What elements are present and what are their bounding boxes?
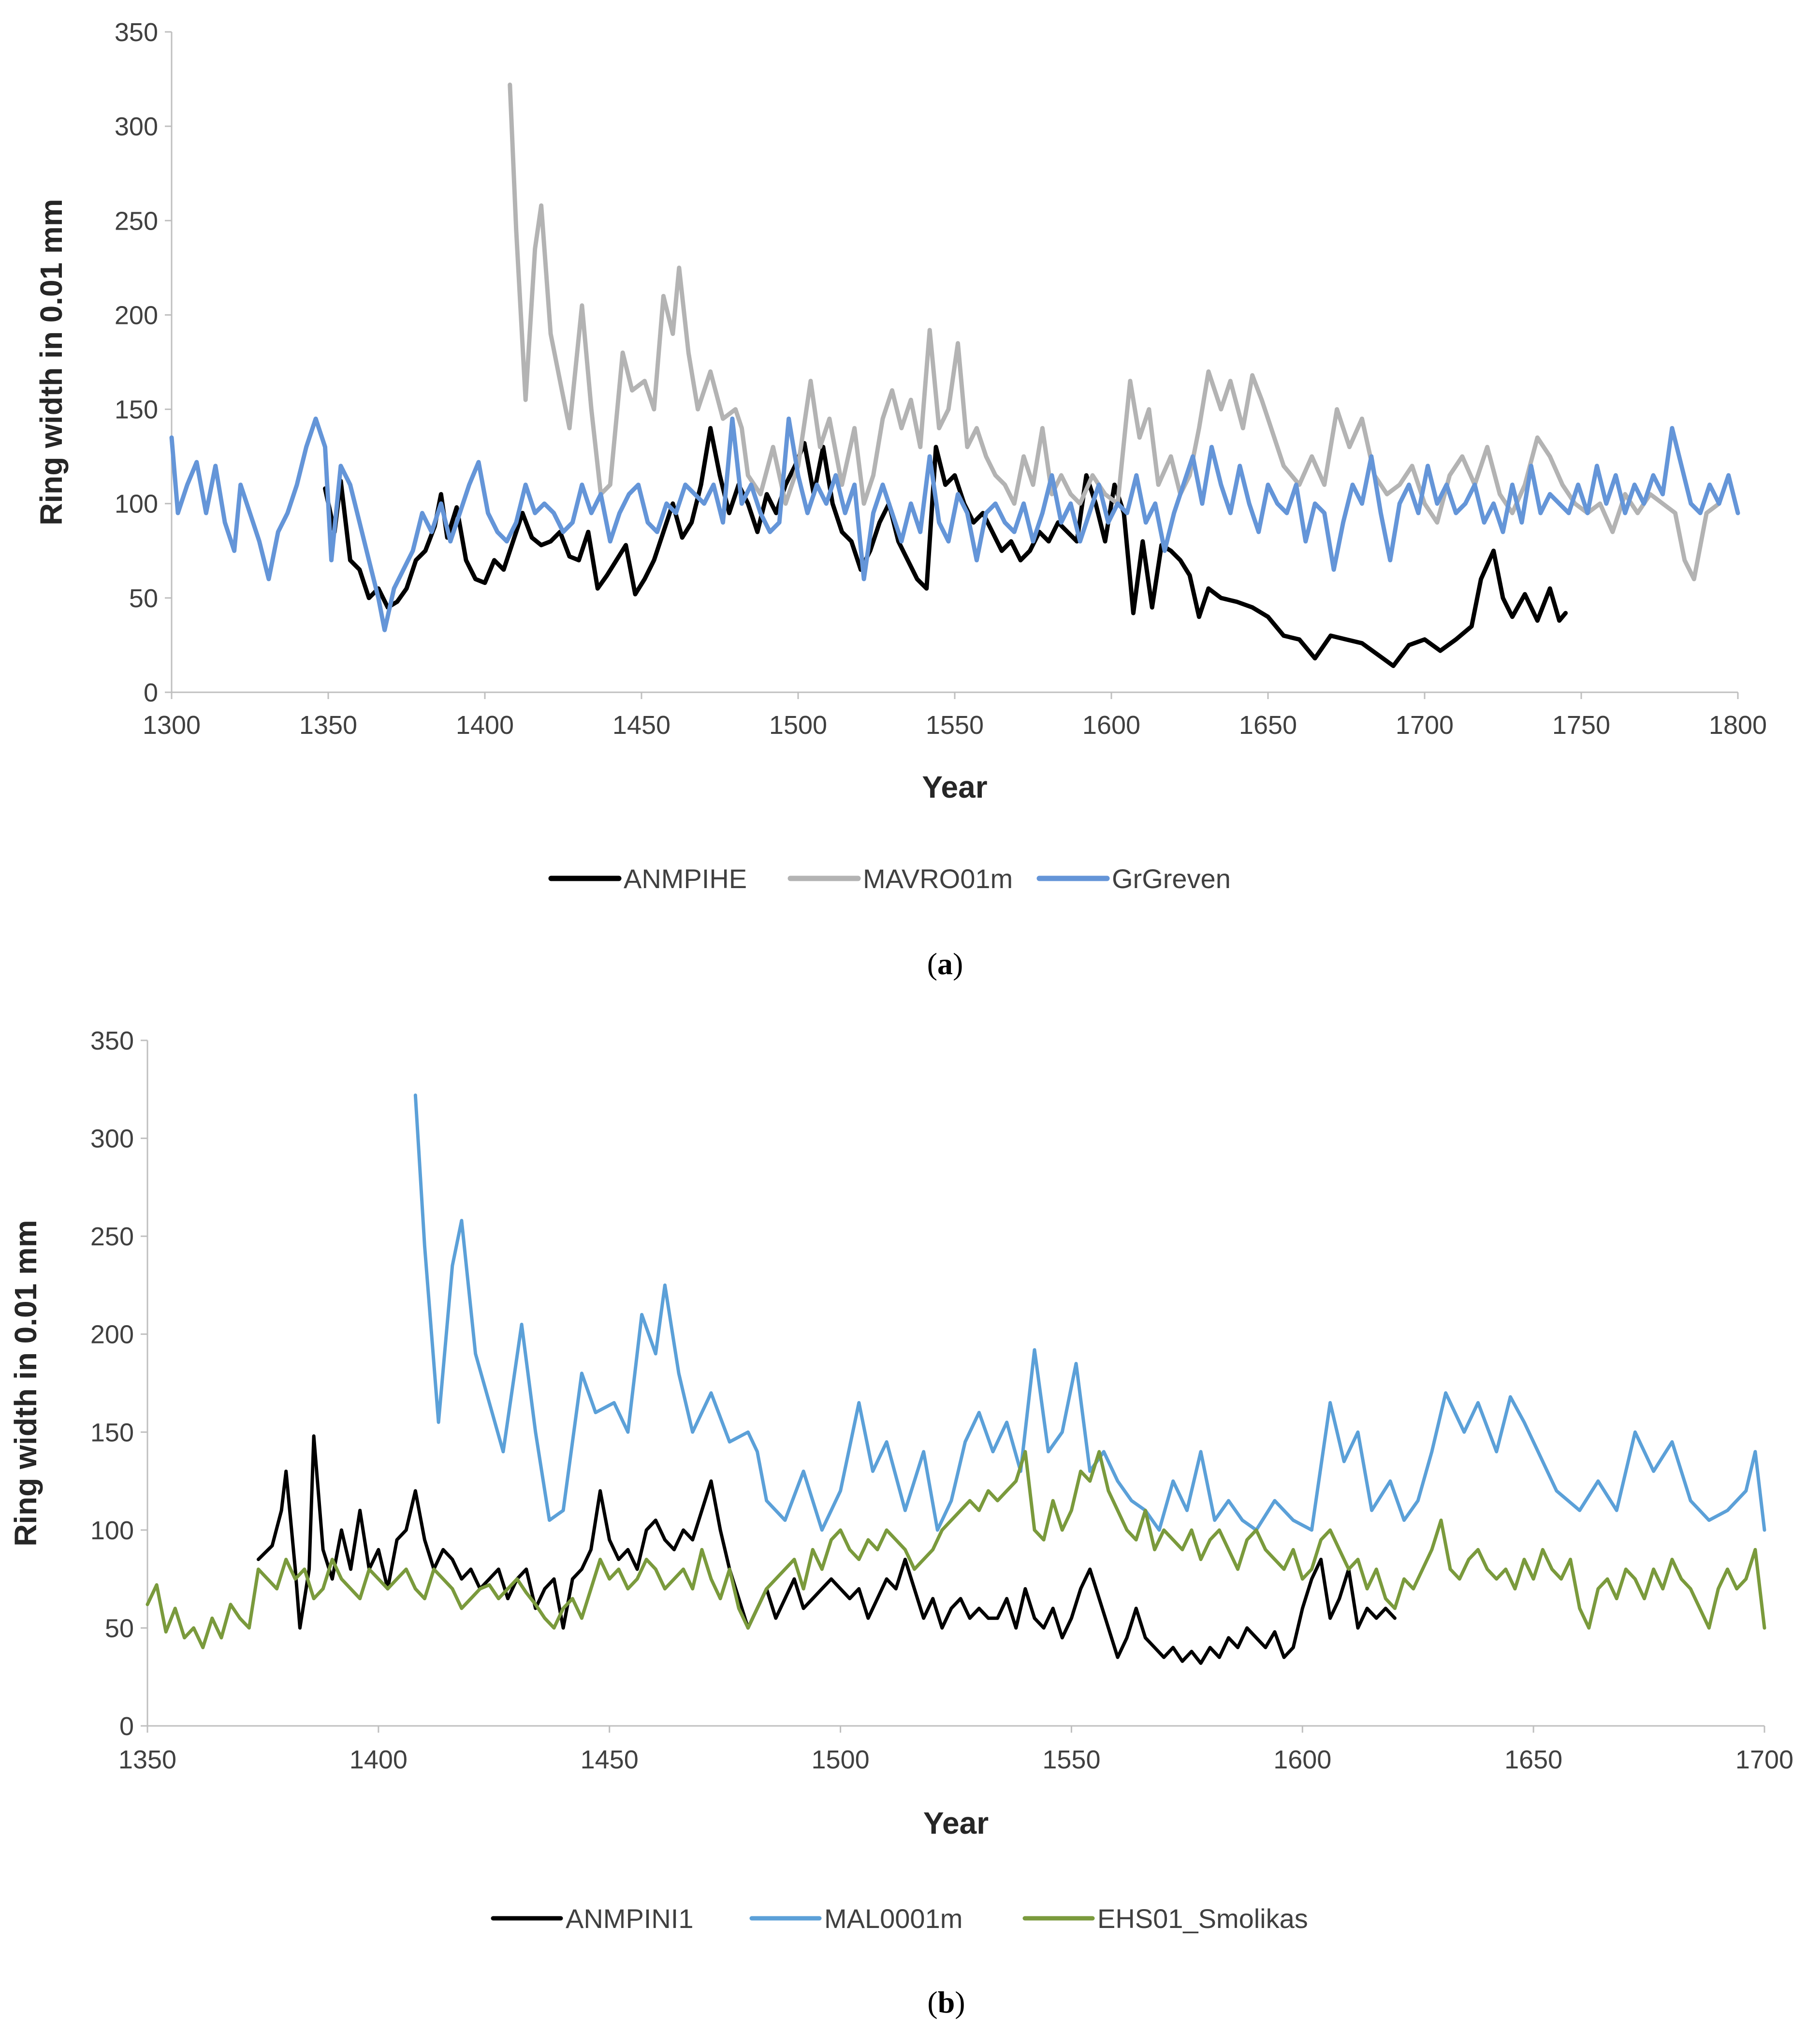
x-tick-label: 1350 [299, 711, 357, 740]
series-line-grgreven [169, 416, 1740, 632]
x-tick-label: 1650 [1504, 1745, 1562, 1774]
y-tick-label: 250 [90, 1222, 134, 1251]
x-axis-title: Year [922, 770, 987, 804]
x-tick-label: 1600 [1273, 1745, 1331, 1774]
panel-label: (b) [927, 1985, 965, 2019]
y-tick-label: 200 [115, 301, 158, 330]
series-line-mavro01m [508, 82, 1721, 582]
y-tick-label: 0 [144, 678, 158, 707]
x-tick-label: 1550 [926, 711, 984, 740]
x-tick-label: 1550 [1042, 1745, 1100, 1774]
series-line-mal0001m [413, 1093, 1766, 1532]
legend-label: ANMPINI1 [566, 1903, 694, 1934]
y-axis-title: Ring width in 0.01 mm [8, 1220, 43, 1547]
panel-b-chart: 0 50 100 150 200 250 300 350 1350 1400 1450 1500 155… [8, 1026, 1793, 2019]
y-tick-label: 0 [119, 1712, 134, 1741]
x-tick-label: 1350 [118, 1745, 176, 1774]
series-line-anmpini1 [256, 1434, 1397, 1665]
y-tick-label: 50 [129, 584, 158, 613]
legend-label: GrGreven [1112, 863, 1231, 894]
x-tick-label: 1500 [812, 1745, 870, 1774]
y-tick-label: 200 [90, 1320, 134, 1349]
x-tick-label: 1450 [612, 711, 670, 740]
legend-label: ANMPIHE [624, 863, 747, 894]
y-tick-label: 150 [90, 1418, 134, 1447]
y-tick-label: 50 [105, 1614, 134, 1643]
y-tick-label: 300 [115, 112, 158, 141]
x-tick-label: 1300 [143, 711, 201, 740]
y-axis-title: Ring width in 0.01 mm [34, 199, 69, 526]
x-tick-label: 1400 [350, 1745, 408, 1774]
x-tick-label: 1650 [1239, 711, 1297, 740]
panel-a-chart: 0 50 100 150 200 250 300 350 1300 1350 1400 1450 150… [34, 18, 1767, 981]
x-tick-label: 1700 [1735, 1745, 1793, 1774]
legend-label: MAVRO01m [863, 863, 1013, 894]
y-tick-label: 100 [115, 490, 158, 519]
y-tick-label: 250 [115, 206, 158, 235]
legend-label: MAL0001m [824, 1903, 962, 1934]
x-axis-title: Year [923, 1806, 989, 1840]
x-tick-label: 1450 [581, 1745, 639, 1774]
y-tick-label: 300 [90, 1124, 134, 1153]
y-tick-label: 350 [90, 1026, 134, 1055]
x-tick-label: 1400 [456, 711, 514, 740]
x-tick-label: 1500 [769, 711, 827, 740]
series-line-ehs01-smolikas [146, 1450, 1766, 1650]
panel-label: (a) [927, 947, 963, 981]
y-tick-label: 350 [115, 18, 158, 47]
x-tick-label: 1600 [1082, 711, 1140, 740]
legend-label: EHS01_Smolikas [1097, 1903, 1308, 1934]
x-tick-label: 1700 [1396, 711, 1454, 740]
x-tick-label: 1750 [1552, 711, 1610, 740]
series-line-anmpihe [323, 426, 1568, 668]
y-tick-label: 100 [90, 1516, 134, 1545]
y-tick-label: 150 [115, 395, 158, 424]
x-tick-label: 1800 [1709, 711, 1767, 740]
